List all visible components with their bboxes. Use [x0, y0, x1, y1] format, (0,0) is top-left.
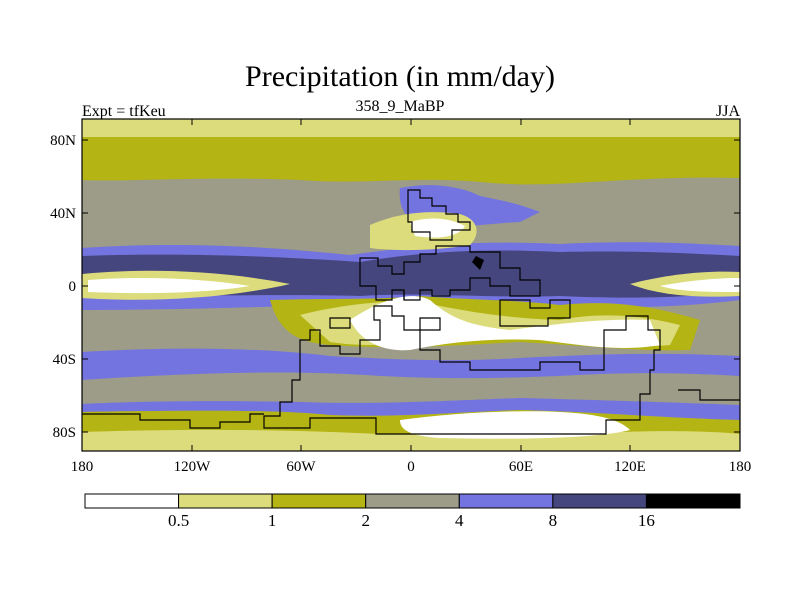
colorbar-label: 1 — [268, 511, 277, 530]
colorbar-swatch — [458, 493, 554, 509]
lon-tick-label: 120W — [174, 459, 212, 475]
season-label: JJA — [715, 103, 740, 120]
colorbar-label: 0.5 — [168, 511, 189, 530]
colorbar-label: 16 — [638, 511, 655, 530]
colorbar-swatch — [365, 493, 460, 509]
colorbar-label: 2 — [361, 511, 370, 530]
lat-tick-label: 0 — [69, 279, 77, 295]
colorbar-swatch — [84, 493, 180, 509]
experiment-label: Expt = tfKeu — [82, 103, 166, 120]
coastline-outlines — [82, 189, 740, 435]
lon-tick-label: 60W — [286, 459, 316, 475]
colorbar: 0.5 1 2 4 8 16 — [84, 493, 741, 530]
lat-tick-label: 80S — [53, 425, 76, 441]
colorbar-swatch — [552, 493, 647, 509]
chart-title: Precipitation (in mm/day) — [245, 60, 555, 93]
lon-tick-label: 180 — [71, 459, 94, 475]
latitude-axis: 80N 40N 0 40S 80S — [50, 133, 740, 441]
colorbar-swatch — [178, 493, 273, 509]
lat-tick-label: 40N — [50, 206, 76, 222]
age-label: 358_9_MaBP — [355, 98, 445, 115]
lat-tick-label: 40S — [53, 352, 76, 368]
colorbar-label: 4 — [455, 511, 464, 530]
lon-tick-label: 0 — [407, 459, 415, 475]
colorbar-swatch — [271, 493, 367, 509]
precipitation-field — [82, 119, 740, 451]
lon-tick-label: 180 — [729, 459, 752, 475]
colorbar-label: 8 — [549, 511, 558, 530]
lon-tick-label: 120E — [614, 459, 646, 475]
lon-tick-label: 60E — [509, 459, 533, 475]
longitude-axis: 180 120W 60W 0 60E 120E 180 — [71, 119, 752, 475]
colorbar-swatch — [645, 493, 741, 509]
lat-tick-label: 80N — [50, 133, 76, 149]
